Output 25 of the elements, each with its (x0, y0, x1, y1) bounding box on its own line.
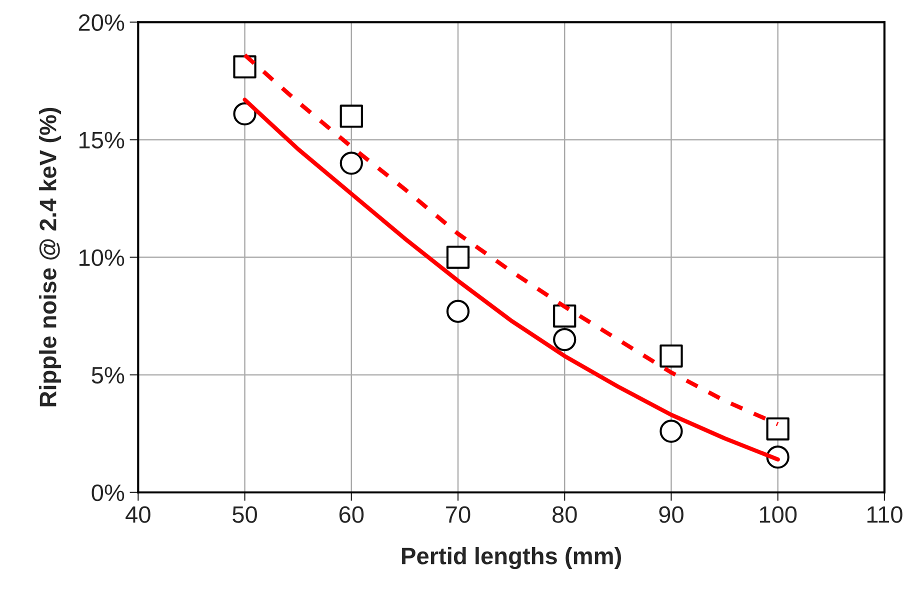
x-tick-label: 50 (232, 506, 257, 523)
point (446, 300, 470, 323)
point (233, 102, 256, 126)
point (553, 328, 576, 352)
point (340, 104, 363, 128)
y-tick-label: 15% (80, 132, 124, 149)
x-tick-label: 80 (552, 506, 577, 523)
point (446, 246, 470, 269)
y-tick-label: 5% (92, 366, 124, 384)
y-tick-label: 20% (78, 14, 124, 31)
point (553, 304, 576, 328)
x-tick-label: 70 (446, 506, 470, 523)
point (766, 417, 790, 440)
point (340, 152, 363, 175)
x-tick-label: 90 (659, 506, 684, 523)
x-tick-label: 100 (760, 506, 797, 523)
y-axis-title: Ripple noise @ 2.4 keV (%) (39, 108, 62, 406)
x-tick-label: 110 (867, 506, 902, 523)
x-tick-label: 60 (339, 506, 364, 523)
x-tick-label: 40 (126, 506, 150, 523)
point (660, 420, 683, 443)
y-tick-label: 10% (80, 249, 124, 266)
point (660, 344, 683, 368)
x-axis-title: Pertid lengths (mm) (402, 547, 621, 570)
y-tick-label: 0% (92, 484, 124, 502)
